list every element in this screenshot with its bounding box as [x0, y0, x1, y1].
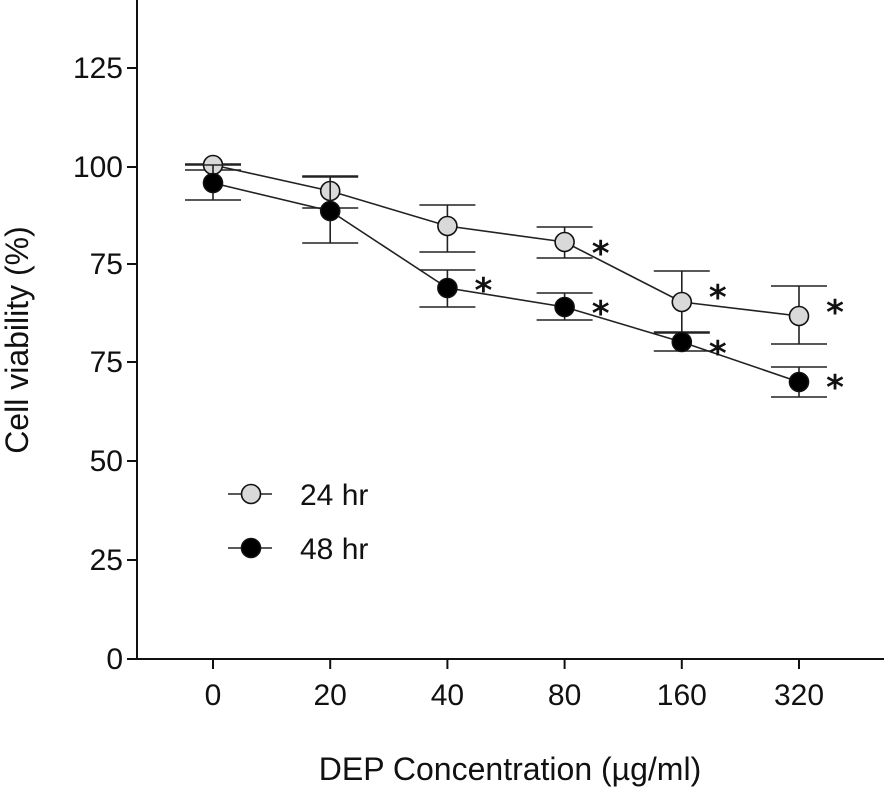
y-tick-label: 25	[90, 544, 123, 577]
data-point	[202, 172, 224, 194]
y-tick-label: 0	[106, 643, 123, 676]
data-point	[788, 371, 810, 393]
legend: 24 hr 48 hr	[228, 479, 368, 566]
y-ticks: 0 25 50 75 75 100 125	[73, 52, 137, 676]
significance-star: *	[709, 334, 727, 374]
legend-marker	[240, 483, 262, 505]
series-24-hr: * * *	[185, 154, 844, 345]
y-axis-title: Cell viability (%)	[0, 226, 35, 454]
y-tick-label: 75	[90, 346, 123, 379]
y-tick-label: 100	[73, 151, 123, 184]
data-point	[437, 215, 458, 237]
series-line	[212, 164, 800, 317]
data-point	[554, 231, 575, 253]
significance-star: *	[826, 293, 844, 333]
legend-label: 24 hr	[300, 479, 368, 512]
x-tick-label: 0	[205, 679, 222, 712]
series-48-hr: * * * *	[185, 164, 844, 408]
data-point	[319, 200, 341, 222]
significance-star: *	[592, 234, 610, 274]
data-point	[437, 277, 458, 299]
significance-star: *	[826, 368, 844, 408]
legend-label: 48 hr	[300, 533, 368, 566]
x-axis-title: DEP Concentration (µg/ml)	[319, 751, 701, 787]
series-line	[212, 182, 800, 383]
x-tick-label: 160	[657, 679, 707, 712]
legend-marker	[240, 537, 262, 559]
significance-star: *	[709, 278, 727, 318]
axes	[136, 0, 884, 660]
data-point	[671, 291, 693, 313]
y-tick-label: 125	[73, 52, 123, 85]
x-tick-label: 40	[431, 679, 464, 712]
series-layer: * * * * * * *	[185, 154, 844, 408]
y-tick-label: 75	[90, 248, 123, 281]
x-tick-label: 80	[548, 679, 581, 712]
x-ticks: 0 20 40 80 160 320	[205, 659, 824, 712]
x-tick-label: 20	[314, 679, 347, 712]
data-point	[671, 331, 693, 353]
significance-star: *	[475, 271, 493, 311]
y-tick-label: 50	[90, 445, 123, 478]
x-tick-label: 320	[774, 679, 824, 712]
data-point	[554, 296, 575, 318]
data-point	[788, 305, 810, 327]
significance-star: *	[592, 294, 610, 334]
